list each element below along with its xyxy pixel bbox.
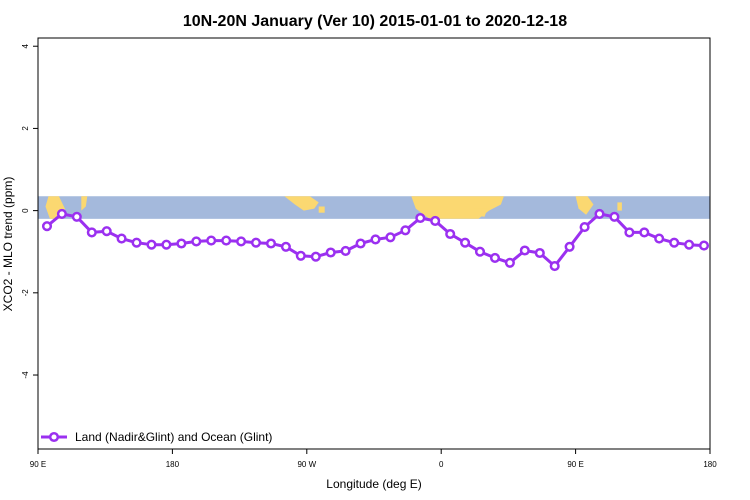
data-point bbox=[489, 252, 501, 263]
land-patch bbox=[81, 196, 88, 211]
data-point bbox=[340, 245, 351, 256]
data-point bbox=[504, 257, 515, 268]
data-point bbox=[56, 208, 67, 219]
data-point bbox=[101, 226, 112, 237]
data-point bbox=[41, 221, 53, 232]
data-point bbox=[236, 236, 247, 247]
data-point bbox=[206, 235, 217, 246]
data-point bbox=[460, 237, 471, 248]
data-point bbox=[385, 232, 396, 243]
x-tick-label: 90 W bbox=[297, 460, 316, 469]
land-patch bbox=[617, 202, 622, 211]
data-point bbox=[609, 211, 620, 222]
data-point bbox=[684, 239, 695, 250]
data-point bbox=[161, 239, 172, 250]
data-point bbox=[265, 238, 277, 249]
data-point bbox=[71, 211, 82, 222]
data-point bbox=[191, 236, 202, 247]
x-tick-label: 0 bbox=[439, 460, 444, 469]
x-tick-label: 180 bbox=[166, 460, 180, 469]
y-tick-label: -2 bbox=[21, 289, 30, 297]
map-band bbox=[38, 196, 710, 219]
x-tick-label: 90 E bbox=[567, 460, 583, 469]
y-tick-label: -4 bbox=[21, 371, 30, 379]
data-point bbox=[474, 246, 486, 257]
data-point bbox=[698, 240, 710, 251]
data-point bbox=[669, 237, 680, 248]
land-patch bbox=[474, 208, 488, 217]
data-point bbox=[221, 235, 232, 246]
data-point bbox=[370, 234, 381, 245]
data-point bbox=[549, 261, 560, 272]
x-tick-label: 180 bbox=[703, 460, 717, 469]
data-point bbox=[564, 241, 575, 252]
data-point bbox=[355, 238, 366, 249]
y-tick-label: 2 bbox=[21, 126, 30, 131]
data-point bbox=[445, 228, 456, 240]
data-point bbox=[310, 251, 321, 262]
land-patch bbox=[575, 196, 594, 215]
x-axis: 90 E 180 90 W 0 90 E 180 bbox=[30, 449, 717, 469]
y-tick-label: 0 bbox=[21, 208, 30, 213]
data-point bbox=[131, 237, 142, 248]
map-band-land bbox=[45, 196, 622, 219]
data-point bbox=[415, 212, 426, 224]
series-layer bbox=[41, 208, 710, 272]
data-point bbox=[400, 225, 411, 236]
legend-entry-0: Land (Nadir&Glint) and Ocean (Glint) bbox=[75, 430, 272, 444]
x-tick-label: 90 E bbox=[30, 460, 46, 469]
map-band-ocean bbox=[38, 196, 710, 219]
legend: Land (Nadir&Glint) and Ocean (Glint) bbox=[41, 430, 272, 444]
y-axis-label: XCO2 - MLO trend (ppm) bbox=[1, 177, 15, 312]
data-point bbox=[534, 247, 545, 259]
data-point bbox=[295, 250, 306, 261]
plot-frame bbox=[37, 37, 711, 450]
data-point bbox=[579, 222, 590, 233]
data-point bbox=[250, 237, 262, 248]
data-point bbox=[176, 238, 187, 249]
x-axis-label: Longitude (deg E) bbox=[326, 477, 421, 491]
data-point bbox=[624, 227, 635, 238]
data-point bbox=[594, 208, 605, 219]
legend-marker bbox=[48, 431, 60, 443]
land-patch bbox=[284, 196, 319, 211]
data-point bbox=[325, 247, 336, 258]
y-axis: 4 2 0 -2 -4 bbox=[21, 43, 38, 379]
data-point bbox=[430, 215, 441, 226]
data-point bbox=[116, 233, 127, 244]
data-point bbox=[280, 241, 291, 252]
data-point bbox=[639, 227, 650, 238]
data-point bbox=[654, 233, 665, 244]
y-tick-label: 4 bbox=[21, 43, 30, 48]
data-point bbox=[519, 245, 530, 256]
land-patch bbox=[318, 206, 325, 213]
chart-title: 10N-20N January (Ver 10) 2015-01-01 to 2… bbox=[183, 13, 567, 30]
data-point bbox=[86, 227, 97, 238]
data-point bbox=[146, 239, 157, 250]
